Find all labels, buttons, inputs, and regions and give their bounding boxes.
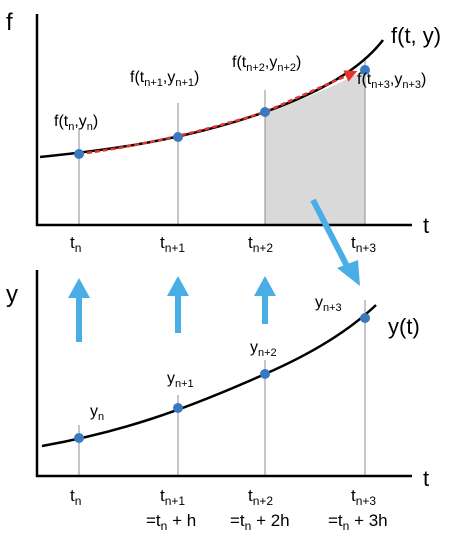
- bottom-tick-label-tn: tn: [70, 486, 81, 508]
- bottom-y-axis-label: y: [6, 281, 18, 308]
- step-label-h: =tn + h: [146, 511, 196, 533]
- bottom-point-n: [74, 433, 84, 443]
- top-point-label-n3: f(tn+3,yn+3): [357, 71, 426, 91]
- top-point-label-n: f(tn,yn): [54, 113, 98, 133]
- bottom-point-n2: [260, 369, 270, 379]
- step-label-3h: =tn + 3h: [328, 511, 388, 533]
- bottom-tick-label-tn2: tn+2: [248, 486, 273, 508]
- bottom-point-label-n2: yn+2: [250, 339, 277, 359]
- top-tick-label-tn3: tn+3: [351, 233, 376, 255]
- top-plot: f t f(t, y) f(tn,yn) f(tn+1,yn+1) f(tn+2…: [6, 9, 441, 255]
- f-curve-label: f(t, y): [391, 23, 441, 48]
- bottom-tick-label-tn1: tn+1: [160, 486, 185, 508]
- up-arrow-1: [68, 278, 90, 342]
- y-curve: [41, 304, 377, 448]
- top-y-axis-label: f: [6, 9, 13, 36]
- top-point-n1: [173, 132, 183, 142]
- top-tick-label-tn2: tn+2: [248, 233, 273, 255]
- transfer-arrows: [68, 198, 360, 342]
- top-point-n2: [260, 107, 270, 117]
- top-tick-label-tn: tn: [70, 233, 81, 255]
- bottom-tick-label-tn3: tn+3: [351, 486, 376, 508]
- bottom-plot: y t y(t) yn yn+1 yn+2 yn+3 tn tn+1 tn+2 …: [6, 270, 429, 533]
- bottom-point-n3: [360, 313, 370, 323]
- top-point-label-n2: f(tn+2,yn+2): [232, 54, 301, 74]
- bottom-x-axis-label: t: [423, 466, 429, 491]
- bottom-point-n1: [173, 403, 183, 413]
- diagonal-arrow: [310, 198, 360, 286]
- top-x-axis-label: t: [423, 213, 429, 238]
- up-arrow-2: [167, 276, 189, 333]
- y-curve-label: y(t): [388, 314, 420, 339]
- top-tick-label-tn1: tn+1: [160, 233, 185, 255]
- bottom-point-label-n: yn: [90, 403, 104, 423]
- up-arrow-3: [254, 276, 276, 324]
- shaded-integral-area: [265, 70, 365, 225]
- top-point-label-n1: f(tn+1,yn+1): [130, 69, 199, 89]
- step-label-2h: =tn + 2h: [230, 511, 290, 533]
- top-point-n: [74, 149, 84, 159]
- top-point-n3: [360, 65, 370, 75]
- bottom-point-label-n1: yn+1: [167, 370, 194, 390]
- bottom-point-label-n3: yn+3: [315, 294, 342, 314]
